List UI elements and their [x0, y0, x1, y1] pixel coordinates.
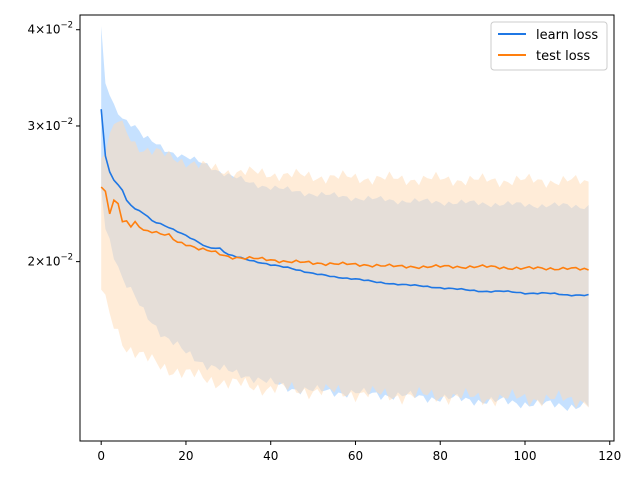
- x-tick-label: 60: [348, 449, 363, 463]
- x-tick-label: 40: [263, 449, 278, 463]
- y-tick-label: 2×10−2: [28, 253, 74, 269]
- legend-label-test-loss: test loss: [536, 49, 590, 64]
- y-axis: 4×10−2 3×10−2 2×10−2: [28, 21, 80, 269]
- legend: learn loss test loss: [490, 21, 608, 71]
- x-tick-label: 0: [97, 449, 105, 463]
- y-tick-label: 3×10−2: [28, 117, 74, 133]
- x-axis: 0 20 40 60 80 100 120: [97, 441, 621, 463]
- line-learn-loss: [100, 109, 589, 297]
- series-lines: [100, 109, 589, 297]
- x-tick-label: 20: [178, 449, 193, 463]
- y-tick-label: 4×10−2: [28, 21, 74, 37]
- x-tick-label: 100: [514, 449, 537, 463]
- x-tick-label: 80: [433, 449, 448, 463]
- line-test-loss: [100, 186, 589, 271]
- legend-label-learn-loss: learn loss: [536, 28, 598, 43]
- confidence-bands: [101, 26, 589, 411]
- plot-frame: [79, 14, 615, 442]
- band-test-loss: [101, 120, 589, 409]
- x-tick-label: 120: [598, 449, 621, 463]
